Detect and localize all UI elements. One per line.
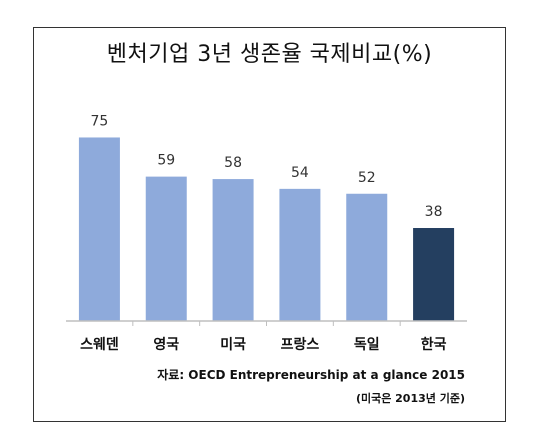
category-label-5: 한국 <box>421 337 447 353</box>
chart-frame: 벤처기업 3년 생존율 국제비교(%) 75 스웨덴 59 영국 58 미국 54 프랑스 52… <box>33 27 506 422</box>
value-label-3: 54 <box>291 165 309 181</box>
chart-title: 벤처기업 3년 생존율 국제비교(%) <box>106 42 433 67</box>
bar-3 <box>279 188 321 321</box>
value-label-2: 58 <box>224 155 242 171</box>
category-label-2: 미국 <box>220 337 246 353</box>
category-label-4: 독일 <box>354 337 380 353</box>
category-label-3: 프랑스 <box>281 337 320 353</box>
bar-5 <box>413 228 455 321</box>
bar-chart: 75 스웨덴 59 영국 58 미국 54 프랑스 52 독일 38 한국 <box>66 113 467 353</box>
source-note: 자료: OECD Entrepreneurship at a glance 20… <box>157 368 465 382</box>
bar-1 <box>145 176 187 321</box>
category-label-0: 스웨덴 <box>80 337 119 353</box>
value-label-1: 59 <box>157 153 175 169</box>
footnote: (미국은 2013년 기준) <box>355 392 465 405</box>
value-label-0: 75 <box>91 113 109 129</box>
value-label-4: 52 <box>358 170 376 186</box>
bar-0 <box>78 137 120 321</box>
category-label-1: 영국 <box>153 336 179 353</box>
bar-2 <box>212 179 254 321</box>
value-label-5: 38 <box>425 204 443 220</box>
bar-4 <box>346 193 388 321</box>
